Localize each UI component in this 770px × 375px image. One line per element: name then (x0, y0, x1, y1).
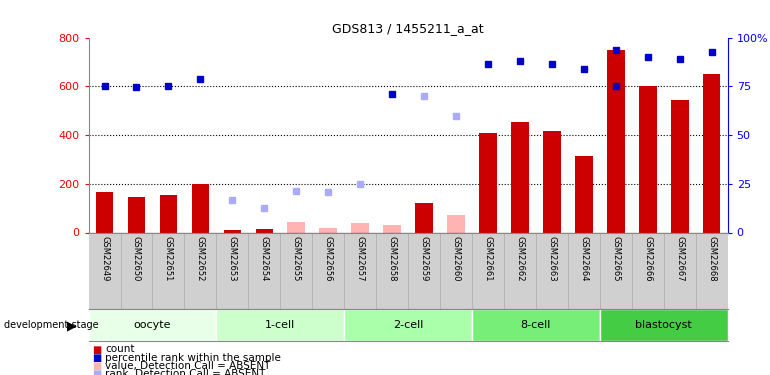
Title: GDS813 / 1455211_a_at: GDS813 / 1455211_a_at (333, 22, 484, 35)
Text: GSM22655: GSM22655 (292, 236, 301, 282)
Bar (703, 74, 721, 232)
Text: GSM22651: GSM22651 (164, 236, 173, 282)
Bar (287, 222, 305, 232)
Bar (671, 100, 688, 232)
Text: GSM22666: GSM22666 (643, 236, 652, 282)
Text: value, Detection Call = ABSENT: value, Detection Call = ABSENT (105, 361, 271, 371)
Text: GSM22665: GSM22665 (611, 236, 621, 282)
Bar (607, 50, 624, 232)
Bar (256, 229, 273, 232)
Text: ■: ■ (92, 345, 102, 354)
Bar (543, 131, 561, 232)
Text: 8-cell: 8-cell (521, 320, 551, 330)
Bar (479, 133, 497, 232)
Bar (447, 215, 465, 232)
Text: ■: ■ (92, 361, 102, 371)
Bar (192, 184, 209, 232)
Text: 2-cell: 2-cell (393, 320, 424, 330)
Text: GSM22650: GSM22650 (132, 236, 141, 282)
Text: 1-cell: 1-cell (265, 320, 296, 330)
Text: rank, Detection Call = ABSENT: rank, Detection Call = ABSENT (105, 369, 266, 375)
Text: percentile rank within the sample: percentile rank within the sample (105, 353, 281, 363)
Bar (89, 309, 216, 341)
Text: GSM22663: GSM22663 (547, 236, 557, 282)
Text: ■: ■ (92, 353, 102, 363)
Text: development stage: development stage (4, 321, 99, 330)
Text: GSM22667: GSM22667 (675, 236, 685, 282)
Text: GSM22664: GSM22664 (579, 236, 588, 282)
Text: GSM22659: GSM22659 (420, 236, 429, 282)
Text: GSM22668: GSM22668 (707, 236, 716, 282)
Bar (320, 228, 337, 232)
Bar (223, 230, 241, 232)
Text: GSM22656: GSM22656 (323, 236, 333, 282)
Text: GSM22662: GSM22662 (515, 236, 524, 282)
Text: count: count (105, 345, 135, 354)
Text: GSM22657: GSM22657 (356, 236, 365, 282)
Text: GSM22658: GSM22658 (387, 236, 397, 282)
Bar (600, 309, 728, 341)
Text: GSM22652: GSM22652 (196, 236, 205, 282)
Text: blastocyst: blastocyst (635, 320, 692, 330)
Bar (383, 225, 401, 232)
Bar (415, 203, 433, 232)
Text: GSM22654: GSM22654 (259, 236, 269, 282)
Bar (351, 223, 369, 232)
Bar (216, 309, 344, 341)
Bar (639, 86, 657, 232)
Text: GSM22660: GSM22660 (451, 236, 460, 282)
Text: ▶: ▶ (68, 319, 77, 332)
Bar (575, 156, 593, 232)
Text: GSM22661: GSM22661 (484, 236, 493, 282)
Bar (511, 122, 529, 232)
Text: GSM22649: GSM22649 (100, 236, 109, 282)
Bar (128, 197, 146, 232)
Bar (95, 192, 113, 232)
Bar (472, 309, 600, 341)
Text: ■: ■ (92, 369, 102, 375)
Text: GSM22653: GSM22653 (228, 236, 237, 282)
Bar (159, 195, 177, 232)
Bar (344, 309, 472, 341)
Text: oocyte: oocyte (134, 320, 171, 330)
